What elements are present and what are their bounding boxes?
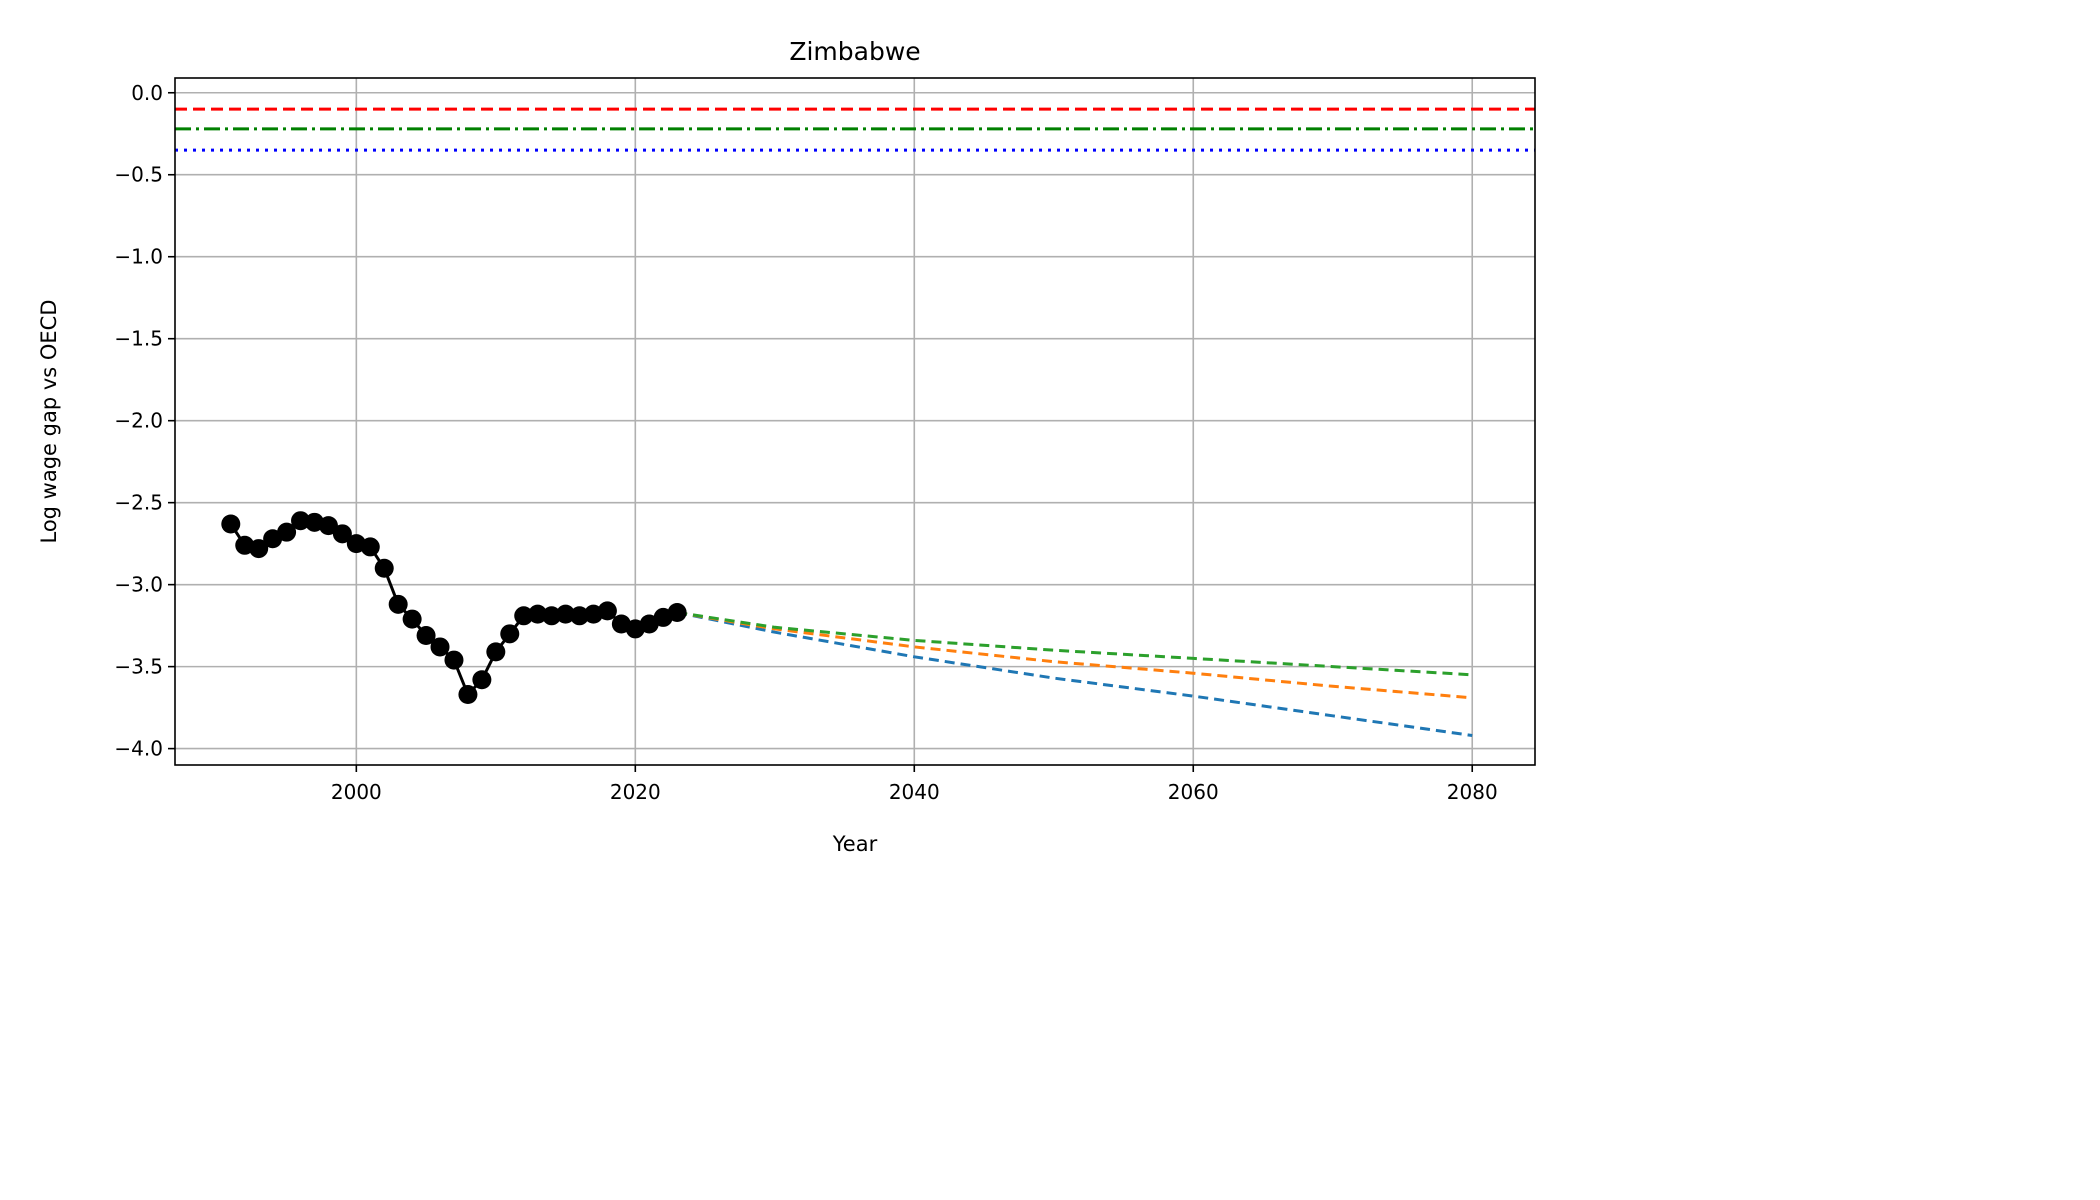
x-tick-label: 2080 [1447,780,1498,804]
historical-point [430,637,450,657]
historical-point [556,604,576,624]
historical-point [444,650,464,670]
historical-point [291,511,311,531]
projection-line [676,611,1473,700]
historical-point [360,537,380,557]
projection-line [676,611,1473,737]
y-tick-label: −2.5 [114,491,163,515]
x-tick-label: 2060 [1168,780,1219,804]
y-tick-label: −1.5 [114,327,163,351]
historical-point [486,642,506,662]
tick-layer: 2000 2020 2040 2060 2080 0.0 −0.5 −1.0 −1.5 −2.0 −… [114,81,1497,804]
historical-point [514,606,534,626]
y-axis-label: Log wage gap vs OECD [37,299,61,543]
x-tick-label: 2040 [889,780,940,804]
historical-point [500,624,520,644]
x-tick-label: 2020 [610,780,661,804]
historical-point [249,539,269,559]
chart: 2000 2020 2040 2060 2080 0.0 −0.5 −1.0 −1.5 −2.0 −… [0,0,1568,882]
historical-point [318,516,338,536]
historical-point [277,522,297,542]
historical-point [472,670,492,690]
historical-point [374,558,394,578]
figure-background [0,0,1568,882]
historical-point [667,603,687,623]
historical-point [416,625,436,645]
y-tick-label: −3.5 [114,655,163,679]
historical-point [597,601,617,621]
data-layer [221,511,1473,737]
historical-point [388,594,408,614]
x-tick-label: 2000 [331,780,382,804]
historical-point [458,684,478,704]
y-tick-label: −1.0 [114,245,163,269]
historical-point [332,524,352,544]
y-tick-label: −4.0 [114,737,163,761]
y-tick-label: −2.0 [114,409,163,433]
historical-point [542,606,562,626]
historical-point [528,604,548,624]
reference-lines [175,107,1535,152]
plot-frame [174,77,1536,766]
historical-point [570,606,590,626]
y-tick-label: −3.0 [114,573,163,597]
chart-title: Zimbabwe [789,37,920,66]
historical-point [402,609,422,629]
y-tick-label: 0.0 [131,81,163,105]
x-axis-label: Year [832,832,878,856]
historical-point [221,514,241,534]
projection-line [676,611,1473,677]
y-tick-label: −0.5 [114,163,163,187]
